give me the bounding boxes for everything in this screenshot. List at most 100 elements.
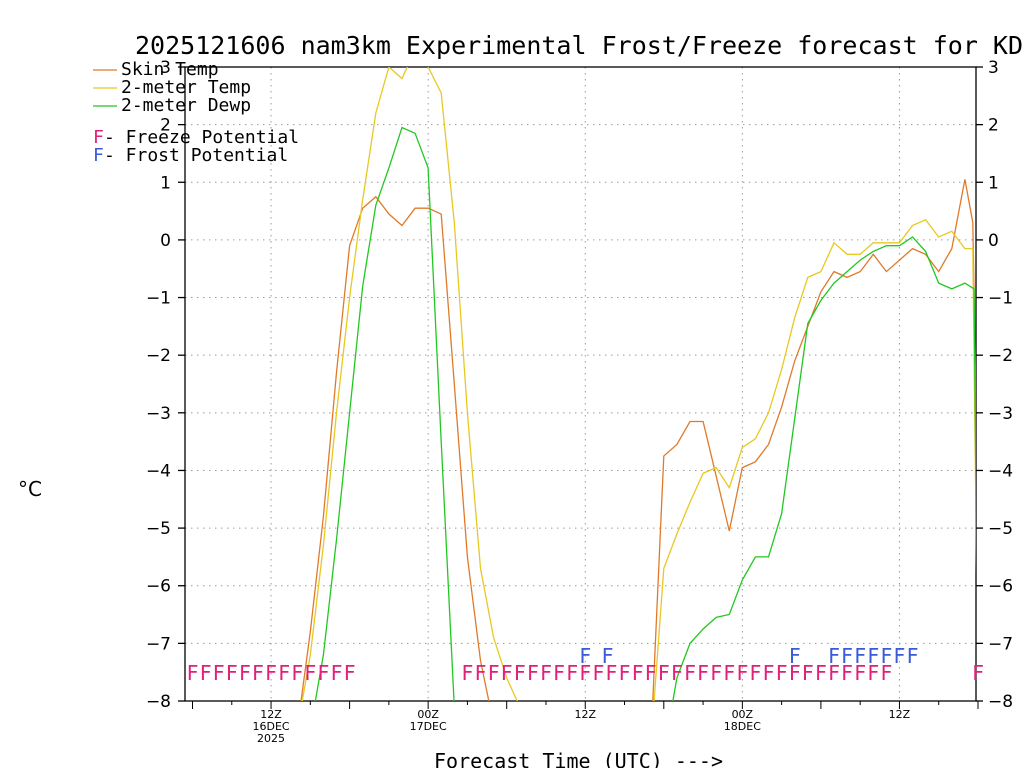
series-line-2-meter-temp	[301, 67, 976, 701]
freeze-marker: F	[972, 661, 984, 685]
frost-marker: F	[841, 644, 853, 668]
x-tick-label: 2025	[257, 732, 285, 745]
y-tick-label-left: −2	[146, 346, 171, 366]
y-tick-label-right: 2	[988, 116, 999, 136]
y-tick-label-left: 1	[160, 173, 171, 193]
freeze-marker: F	[749, 661, 761, 685]
series-line-skin-temp	[300, 179, 976, 701]
y-axis-right: −8 −7 −6 −5 −4 −3 −2 −1 0 1 2 3	[976, 58, 1013, 712]
grid-lines	[185, 67, 976, 701]
y-tick-label-right: 3	[988, 58, 999, 78]
legend-label: 2-meter Temp	[121, 77, 251, 98]
freeze-marker: F	[540, 661, 552, 685]
y-tick-label-right: 1	[988, 173, 999, 193]
frost-marker: F	[867, 644, 879, 668]
frost-marker: F	[854, 644, 866, 668]
y-tick-label-left: −8	[146, 692, 171, 712]
freeze-marker: F	[488, 661, 500, 685]
freeze-marker: F	[632, 661, 644, 685]
x-tick-label: 12Z	[260, 708, 282, 721]
freeze-marker: F	[815, 661, 827, 685]
marker-legend-label: - Frost Potential	[104, 145, 288, 166]
y-tick-label-right: 0	[988, 231, 999, 251]
y-tick-label-left: −7	[146, 634, 171, 654]
freeze-marker: F	[474, 661, 486, 685]
freeze-marker: F	[697, 661, 709, 685]
freeze-marker: F	[763, 661, 775, 685]
frost-marker: F	[601, 644, 613, 668]
freeze-marker: F	[265, 661, 277, 685]
freeze-marker: F	[304, 661, 316, 685]
x-tick-label: 12Z	[889, 708, 911, 721]
freeze-marker: F	[501, 661, 513, 685]
y-tick-label-left: 0	[160, 231, 171, 251]
y-tick-label-right: −7	[988, 634, 1013, 654]
freeze-marker: F	[566, 661, 578, 685]
frost-marker: F	[880, 644, 892, 668]
freeze-marker: F	[684, 661, 696, 685]
x-tick-label: 17DEC	[410, 720, 447, 733]
freeze-marker: F	[619, 661, 631, 685]
y-tick-label-left: −6	[146, 577, 171, 597]
x-tick-label: 00Z	[732, 708, 754, 721]
y-tick-label-left: 3	[160, 58, 171, 78]
freeze-marker: F	[278, 661, 290, 685]
freeze-marker: F	[789, 661, 801, 685]
y-tick-label-left: −1	[146, 289, 171, 309]
freeze-marker: F	[723, 661, 735, 685]
freeze-marker: F	[527, 661, 539, 685]
freeze-marker: F	[461, 661, 473, 685]
frost-marker: F	[789, 644, 801, 668]
plot-frame	[184, 66, 977, 702]
freeze-marker: F	[828, 661, 840, 685]
freeze-marker: F	[239, 661, 251, 685]
freeze-marker: F	[880, 661, 892, 685]
y-tick-label-right: −3	[988, 404, 1013, 424]
x-tick-label: 16DEC	[252, 720, 289, 733]
y-axis-label: °C	[18, 477, 42, 501]
series-lines	[300, 67, 976, 701]
frost-marker: F	[907, 644, 919, 668]
x-tick-label: 18DEC	[724, 720, 761, 733]
legend-label: 2-meter Dewp	[121, 95, 251, 116]
freeze-marker: F	[645, 661, 657, 685]
freeze-marker: F	[658, 661, 670, 685]
series-line-2-meter-dewp	[314, 126, 976, 701]
x-tick-label: 12Z	[574, 708, 596, 721]
freeze-marker: F	[736, 661, 748, 685]
legend-label: Skin Temp	[121, 59, 219, 80]
freeze-marker: F	[514, 661, 526, 685]
freeze-marker: F	[605, 661, 617, 685]
freeze-marker: F	[213, 661, 225, 685]
marker-legend-letter: F	[93, 127, 104, 148]
freeze-marker: F	[344, 661, 356, 685]
marker-legend-letter: F	[93, 145, 104, 166]
freeze-marker: F	[710, 661, 722, 685]
freeze-marker: F	[226, 661, 238, 685]
freeze-marker: F	[252, 661, 264, 685]
y-tick-label-left: −5	[146, 519, 171, 539]
freeze-marker: F	[330, 661, 342, 685]
y-tick-label-right: −8	[988, 692, 1013, 712]
freeze-marker: F	[291, 661, 303, 685]
freeze-marker: F	[776, 661, 788, 685]
chart-title: 2025121606 nam3km Experimental Frost/Fre…	[135, 31, 1024, 60]
freeze-marker: F	[317, 661, 329, 685]
frost-marker: F	[893, 644, 905, 668]
y-tick-label-left: −3	[146, 404, 171, 424]
freeze-marker: F	[200, 661, 212, 685]
freeze-marker: F	[841, 661, 853, 685]
freeze-marker: F	[592, 661, 604, 685]
marker-legend-label: - Freeze Potential	[104, 127, 299, 148]
freeze-marker: F	[671, 661, 683, 685]
y-tick-label-right: −4	[988, 461, 1013, 481]
y-axis-left: −8 −7 −6 −5 −4 −3 −2 −1 0 1 2 3	[146, 58, 185, 712]
frost-marker: F	[828, 644, 840, 668]
freeze-marker: F	[553, 661, 565, 685]
x-axis-label: Forecast Time (UTC) --->	[434, 749, 723, 768]
